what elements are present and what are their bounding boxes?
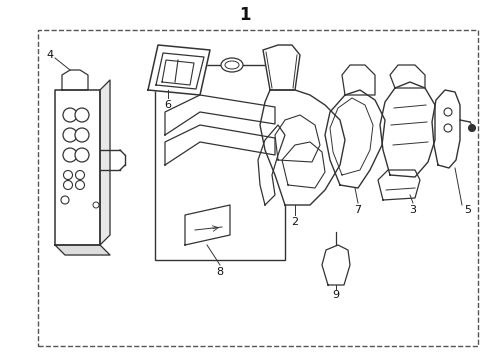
Polygon shape (165, 125, 275, 165)
Ellipse shape (225, 61, 239, 69)
Text: 4: 4 (47, 50, 53, 60)
Circle shape (75, 148, 89, 162)
Circle shape (64, 180, 73, 189)
Circle shape (75, 171, 84, 180)
Circle shape (63, 108, 77, 122)
Circle shape (75, 180, 84, 189)
Polygon shape (342, 65, 375, 95)
Polygon shape (148, 45, 210, 95)
Polygon shape (378, 170, 420, 200)
Polygon shape (330, 98, 373, 175)
Circle shape (444, 124, 452, 132)
Polygon shape (325, 90, 385, 188)
Circle shape (64, 171, 73, 180)
Text: 3: 3 (410, 205, 416, 215)
Polygon shape (282, 142, 325, 188)
Text: 6: 6 (165, 100, 172, 110)
Text: 1: 1 (239, 6, 251, 24)
Text: 5: 5 (465, 205, 471, 215)
Polygon shape (100, 80, 110, 245)
Bar (38, 30, 478, 346)
Polygon shape (432, 90, 460, 168)
Circle shape (93, 202, 99, 208)
Circle shape (63, 128, 77, 142)
Polygon shape (185, 205, 230, 245)
Polygon shape (263, 45, 300, 90)
Text: 7: 7 (354, 205, 362, 215)
Polygon shape (258, 125, 285, 205)
Polygon shape (260, 90, 345, 205)
Ellipse shape (221, 58, 243, 72)
Polygon shape (390, 65, 425, 88)
Text: 2: 2 (292, 217, 298, 227)
Polygon shape (156, 53, 204, 89)
Circle shape (468, 125, 475, 131)
Text: 8: 8 (217, 267, 223, 277)
Circle shape (75, 108, 89, 122)
Polygon shape (62, 70, 88, 90)
Polygon shape (55, 245, 110, 255)
Polygon shape (275, 115, 320, 162)
Bar (155, 65, 285, 260)
Circle shape (75, 128, 89, 142)
Polygon shape (162, 60, 194, 85)
Polygon shape (322, 245, 350, 285)
Circle shape (444, 108, 452, 116)
Polygon shape (165, 95, 275, 135)
Polygon shape (380, 82, 435, 177)
Polygon shape (55, 90, 100, 245)
Circle shape (61, 196, 69, 204)
Text: 9: 9 (332, 290, 340, 300)
Circle shape (63, 148, 77, 162)
